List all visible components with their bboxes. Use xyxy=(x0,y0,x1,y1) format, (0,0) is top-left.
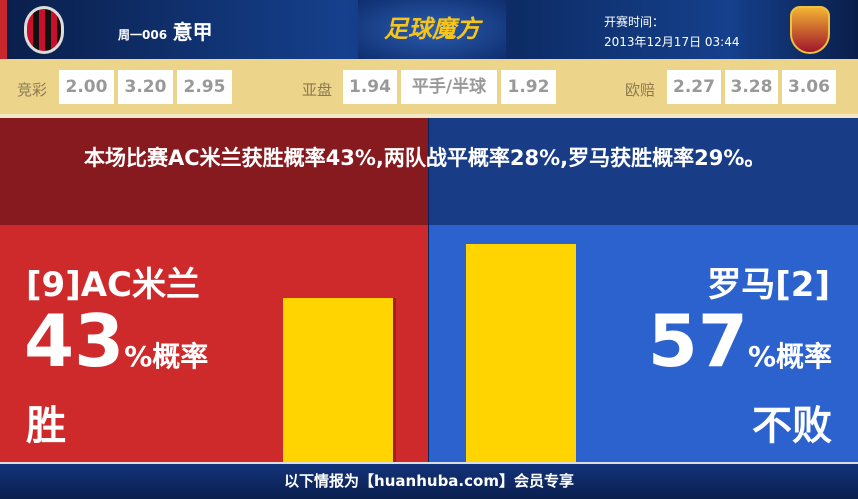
brand-logo: 足球魔方 xyxy=(358,0,506,59)
ac-milan-logo xyxy=(24,6,64,54)
odds-value: 3.20 xyxy=(118,70,173,104)
home-team-name: [9]AC米兰 xyxy=(26,265,201,305)
red-strip xyxy=(0,0,7,59)
header: 周一006 意甲 足球魔方 开赛时间： 2013年12月17日 03:44 xyxy=(0,0,858,59)
home-probability-bar xyxy=(283,297,393,462)
banner-right xyxy=(429,118,858,225)
odds-bar: 竞彩 2.00 3.20 2.95 亚盘 1.94 平手/半球 1.92 欧赔 … xyxy=(0,59,858,118)
home-pct-value: 43 xyxy=(24,299,125,383)
odds-value: 3.06 xyxy=(782,70,836,104)
odds-value: 2.27 xyxy=(667,70,721,104)
home-percent: 43%概率 xyxy=(24,301,208,397)
away-team-name: 罗马[2] xyxy=(707,265,830,305)
jingcai-label: 竞彩 xyxy=(17,81,48,99)
league-name: 意甲 xyxy=(172,20,213,44)
home-result: 胜 xyxy=(26,403,66,449)
time-label: 开赛时间： xyxy=(604,15,665,29)
member-footer[interactable]: 以下情报为【huanhuba.com】会员专享 xyxy=(0,462,858,499)
odds-value: 2.95 xyxy=(177,70,232,104)
away-result: 不败 xyxy=(752,403,832,449)
pct-suffix: %概率 xyxy=(124,340,209,373)
handicap-value: 平手/半球 xyxy=(401,70,497,104)
odds-value: 2.00 xyxy=(59,70,114,104)
odds-value: 1.92 xyxy=(501,70,556,104)
away-pct-value: 57 xyxy=(647,299,748,383)
pct-suffix: %概率 xyxy=(747,340,832,373)
away-probability-bar xyxy=(466,244,576,462)
away-percent: 57%概率 xyxy=(648,301,832,397)
match-code: 周一006 xyxy=(118,28,168,42)
odds-value: 3.28 xyxy=(725,70,778,104)
euro-label: 欧赔 xyxy=(625,81,656,99)
roma-logo xyxy=(790,6,830,54)
kickoff-time: 开赛时间： 2013年12月17日 03:44 xyxy=(604,12,739,52)
odds-value: 1.94 xyxy=(343,70,397,104)
time-value: 2013年12月17日 03:44 xyxy=(604,35,740,49)
asian-label: 亚盘 xyxy=(302,81,333,99)
banner-left xyxy=(0,118,428,225)
league-info: 周一006 意甲 xyxy=(118,16,213,45)
probability-summary: 本场比赛AC米兰获胜概率43%,两队战平概率28%,罗马获胜概率29%。 xyxy=(84,146,766,170)
